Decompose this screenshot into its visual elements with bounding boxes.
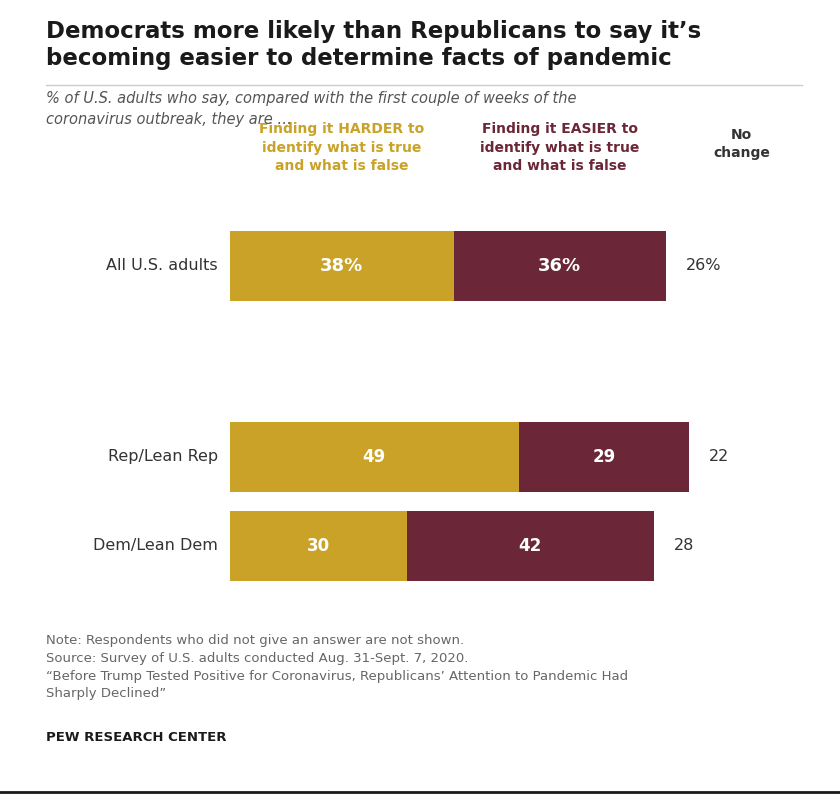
Text: Rep/Lean Rep: Rep/Lean Rep — [108, 449, 218, 465]
Text: Sharply Declined”: Sharply Declined” — [46, 687, 166, 700]
Text: 49: 49 — [363, 448, 386, 465]
Text: 30: 30 — [307, 537, 330, 555]
Text: Finding it HARDER to
identify what is true
and what is false: Finding it HARDER to identify what is tr… — [260, 122, 424, 173]
Text: 29: 29 — [592, 448, 616, 465]
Text: Source: Survey of U.S. adults conducted Aug. 31-Sept. 7, 2020.: Source: Survey of U.S. adults conducted … — [46, 652, 469, 665]
FancyBboxPatch shape — [407, 511, 654, 581]
FancyBboxPatch shape — [454, 231, 666, 301]
FancyBboxPatch shape — [230, 231, 454, 301]
Text: Democrats more likely than Republicans to say it’s: Democrats more likely than Republicans t… — [46, 20, 701, 43]
Text: No
change: No change — [713, 128, 770, 160]
Text: 36%: 36% — [538, 257, 581, 275]
Text: 26%: 26% — [685, 259, 722, 273]
Text: Dem/Lean Dem: Dem/Lean Dem — [93, 538, 218, 553]
FancyBboxPatch shape — [518, 422, 690, 492]
Text: 38%: 38% — [320, 257, 364, 275]
Text: Finding it EASIER to
identify what is true
and what is false: Finding it EASIER to identify what is tr… — [480, 122, 639, 173]
Text: 42: 42 — [519, 537, 542, 555]
Text: becoming easier to determine facts of pandemic: becoming easier to determine facts of pa… — [46, 47, 672, 69]
FancyBboxPatch shape — [230, 422, 518, 492]
Text: % of U.S. adults who say, compared with the first couple of weeks of the
coronav: % of U.S. adults who say, compared with … — [46, 91, 577, 128]
Text: PEW RESEARCH CENTER: PEW RESEARCH CENTER — [46, 731, 227, 744]
Text: 22: 22 — [709, 449, 729, 465]
Text: Note: Respondents who did not give an answer are not shown.: Note: Respondents who did not give an an… — [46, 634, 465, 647]
Text: All U.S. adults: All U.S. adults — [107, 259, 218, 273]
Text: “Before Trump Tested Positive for Coronavirus, Republicans’ Attention to Pandemi: “Before Trump Tested Positive for Corona… — [46, 670, 628, 683]
Text: 28: 28 — [674, 538, 695, 553]
FancyBboxPatch shape — [230, 511, 407, 581]
